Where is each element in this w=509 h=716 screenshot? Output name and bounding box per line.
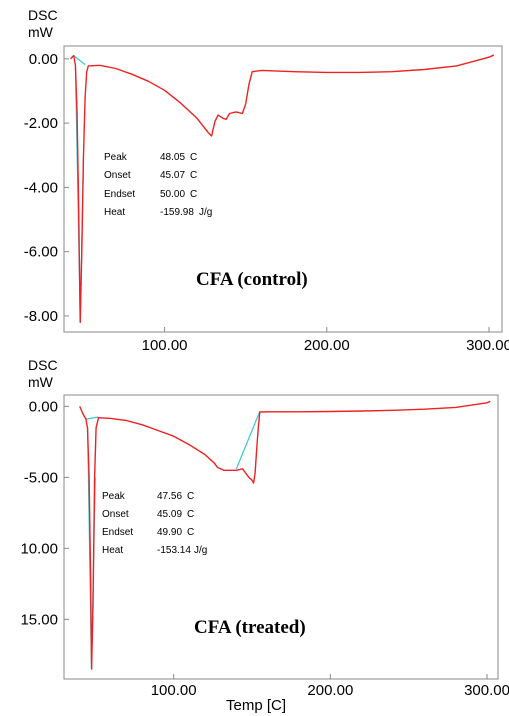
- info-label-onset: Onset: [102, 509, 129, 520]
- info-label-onset: Onset: [104, 170, 131, 181]
- info-label-heat: Heat: [104, 207, 125, 218]
- info-unit-heat: J/g: [199, 207, 212, 218]
- info-unit-onset: C: [187, 509, 194, 520]
- y-axis-label-dsc: DSC: [28, 7, 58, 23]
- info-unit-peak: C: [187, 491, 194, 502]
- panel-control: DSC mW 100.00 200.00 300.00 0.00 -2.00 -4.00 -…: [24, 7, 509, 354]
- info-value-peak: 47.56: [157, 491, 182, 502]
- info-value-peak: 48.05: [160, 152, 185, 163]
- y-tick-label: -5.00: [24, 469, 58, 486]
- x-tick-label: 300.00: [464, 682, 509, 699]
- plot-area: [63, 45, 503, 333]
- info-label-endset: Endset: [104, 189, 135, 200]
- info-value-heat: -153.14: [157, 545, 191, 556]
- x-tick-label: 100.00: [151, 682, 197, 699]
- plot-area: [63, 394, 499, 680]
- info-box: Peak 48.05 C Onset 45.07 C Endset 50.00 …: [104, 152, 212, 218]
- info-unit-endset: C: [187, 527, 194, 538]
- x-axis-label: Temp [C]: [226, 697, 286, 714]
- info-value-endset: 50.00: [160, 189, 185, 200]
- dsc-curve: [79, 400, 491, 670]
- info-value-onset: 45.07: [160, 170, 185, 181]
- info-value-heat: -159.98: [160, 207, 194, 218]
- y-axis-label-unit: mW: [28, 374, 54, 390]
- info-unit-endset: C: [190, 189, 197, 200]
- x-tick-label: 300.00: [466, 337, 509, 354]
- chart-title-control: CFA (control): [196, 269, 308, 290]
- info-value-onset: 45.09: [157, 509, 182, 520]
- info-box: Peak 47.56 C Onset 45.09 C Endset 49.90 …: [102, 491, 207, 556]
- info-unit-onset: C: [190, 170, 197, 181]
- y-tick-label: -2.00: [24, 115, 58, 132]
- x-tick-label: 200.00: [304, 337, 350, 354]
- x-tick-label: 200.00: [307, 682, 353, 699]
- y-tick-label: 10.00: [20, 540, 58, 557]
- info-label-peak: Peak: [102, 491, 126, 502]
- y-tick-label: -8.00: [24, 308, 58, 325]
- baseline-segment: [85, 416, 99, 420]
- y-tick-label: 0.00: [29, 398, 58, 415]
- dsc-curve: [69, 54, 495, 324]
- y-axis-label-unit: mW: [28, 24, 54, 40]
- info-label-peak: Peak: [104, 152, 128, 163]
- chart-title-treated: CFA (treated): [194, 617, 306, 638]
- y-axis-label-dsc: DSC: [28, 357, 58, 373]
- y-tick-label: -4.00: [24, 179, 58, 196]
- baseline-segment: [235, 411, 261, 470]
- x-tick-label: 100.00: [142, 337, 188, 354]
- info-unit-heat: J/g: [194, 545, 207, 556]
- baseline-segment: [73, 55, 86, 66]
- y-tick-label: 15.00: [20, 611, 58, 628]
- y-tick-label: 0.00: [29, 51, 58, 68]
- panel-treated: DSC mW 100.00 200.00 300.00 0.00 -5.00 10.00 1…: [20, 357, 509, 714]
- info-label-endset: Endset: [102, 527, 133, 538]
- info-label-heat: Heat: [102, 545, 123, 556]
- info-value-endset: 49.90: [157, 527, 182, 538]
- y-tick-label: -6.00: [24, 244, 58, 261]
- info-unit-peak: C: [190, 152, 197, 163]
